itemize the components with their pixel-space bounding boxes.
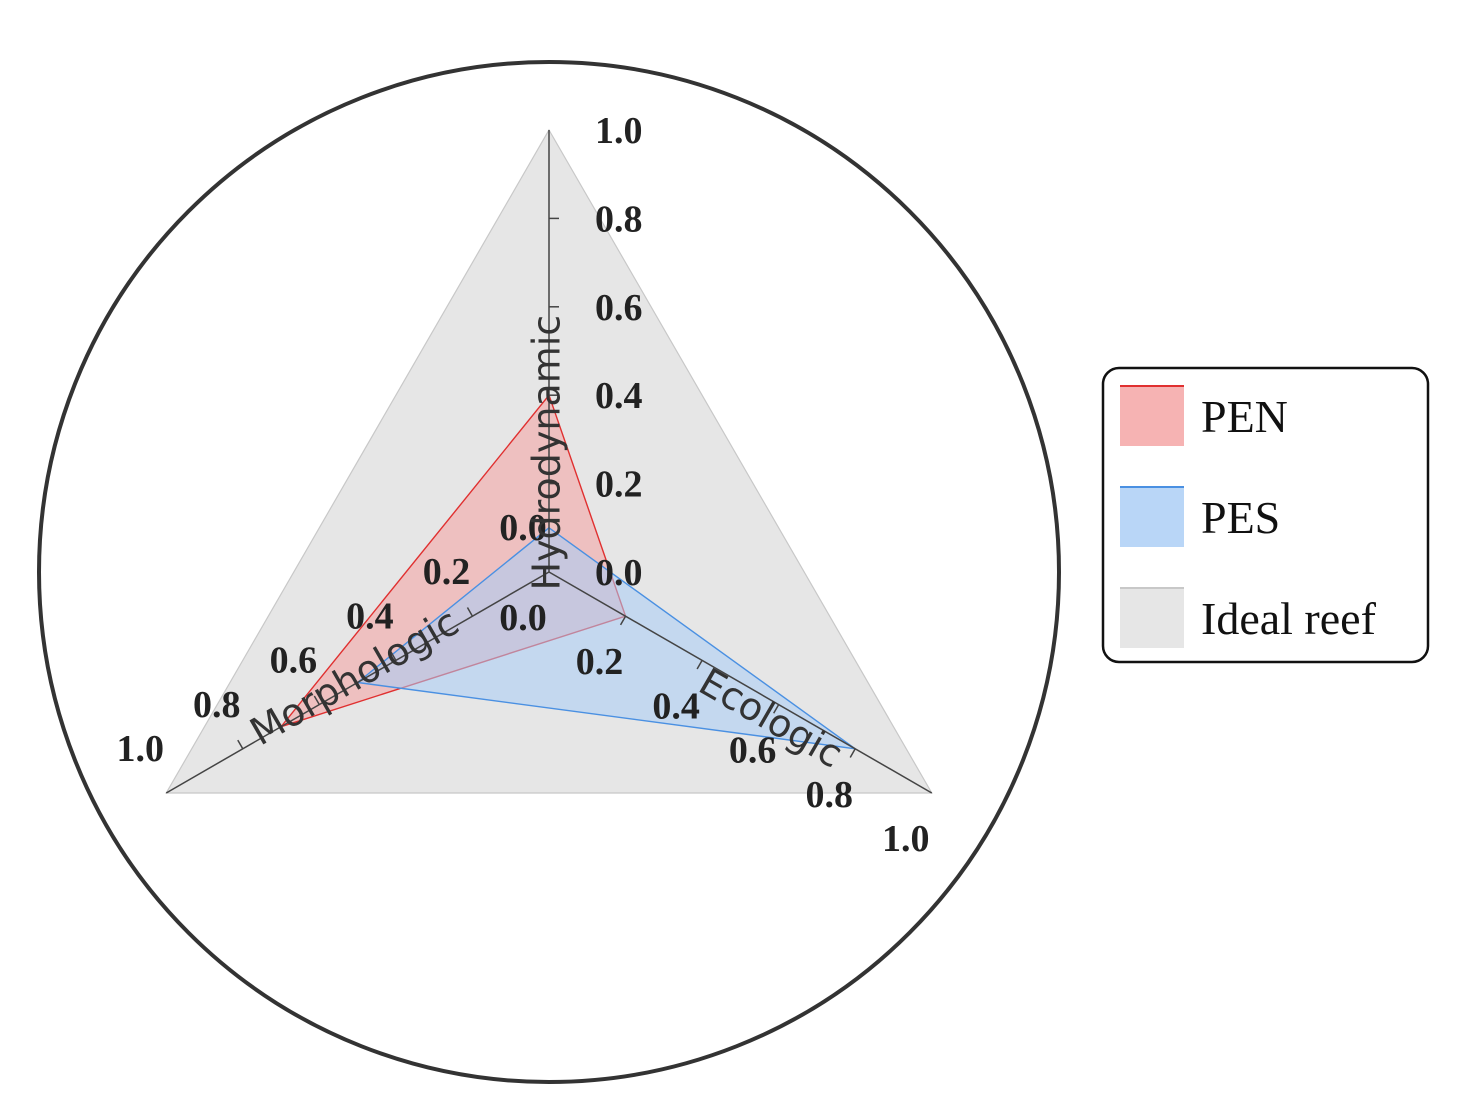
tick-label-morphologic-0-0: 0.0 xyxy=(499,507,547,549)
legend-swatch-pes xyxy=(1120,487,1184,547)
legend-label-ideal-reef: Ideal reef xyxy=(1201,593,1377,644)
axis-line-ecologic xyxy=(548,571,933,794)
tick-label-morphologic-0-4: 0.4 xyxy=(346,595,394,637)
tick-label-hydrodynamic-0-6: 0.6 xyxy=(595,287,643,329)
outer-circle xyxy=(37,60,1061,1084)
tick-label-morphologic-0-6: 0.6 xyxy=(270,640,318,682)
legend-label-pes: PES xyxy=(1201,492,1280,543)
tick-label-morphologic-0-8: 0.8 xyxy=(193,684,241,726)
series-pes-polygon xyxy=(355,526,856,750)
tick-label-hydrodynamic-0-8: 0.8 xyxy=(595,198,643,240)
legend-swatch-ideal-reef xyxy=(1120,588,1184,648)
tick-label-morphologic-1-0: 1.0 xyxy=(116,728,164,770)
axis-tick-morphologic xyxy=(466,607,474,617)
tick-label-ecologic-0-0: 0.0 xyxy=(499,597,547,639)
tick-label-hydrodynamic-1-0: 1.0 xyxy=(595,110,643,152)
tick-label-hydrodynamic-0-0: 0.0 xyxy=(595,552,643,594)
legend-swatch-pen xyxy=(1120,386,1184,446)
legend-label-pen: PEN xyxy=(1201,391,1288,442)
axis-tick-ecologic xyxy=(619,615,627,626)
tick-label-ecologic-0-8: 0.8 xyxy=(805,774,853,816)
tick-label-ecologic-1-0: 1.0 xyxy=(882,818,930,860)
axis-tick-morphologic xyxy=(390,651,397,661)
axis-tick-ecologic xyxy=(773,704,780,714)
legend-box xyxy=(1101,366,1430,664)
tick-label-hydrodynamic-0-4: 0.4 xyxy=(595,375,643,417)
tick-label-ecologic-0-4: 0.4 xyxy=(652,685,700,727)
tick-label-ecologic-0-6: 0.6 xyxy=(729,730,777,772)
axis-tick-morphologic xyxy=(237,739,244,750)
axis-title-hydrodynamic: Hydrodynamic xyxy=(525,315,569,591)
tick-label-hydrodynamic-0-2: 0.2 xyxy=(595,464,643,506)
tick-label-ecologic-0-2: 0.2 xyxy=(576,641,624,683)
axis-tick-morphologic xyxy=(313,695,320,705)
legend: PEN PES Ideal reef xyxy=(1101,366,1430,664)
plot-area: 0.0 0.2 0.4 0.6 0.8 1.0 0.0 0.2 0.4 0.6 0.8 1.0 0.0 0… xyxy=(37,60,1061,1084)
axis-line-morphologic xyxy=(165,571,550,794)
axis-tick-ecologic xyxy=(849,748,856,758)
axis-tick-ecologic xyxy=(696,660,703,670)
tick-label-morphologic-0-2: 0.2 xyxy=(423,551,471,593)
